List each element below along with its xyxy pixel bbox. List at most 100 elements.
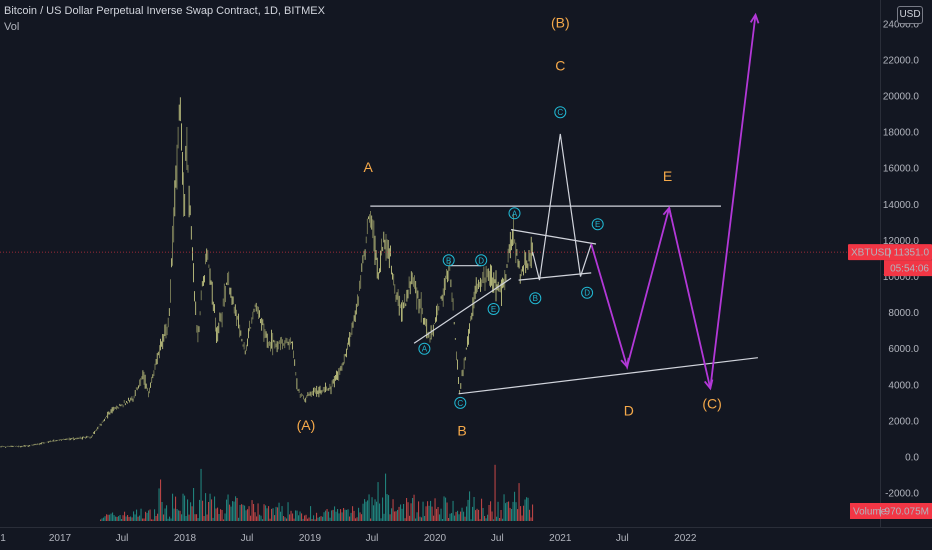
volume-bar — [130, 516, 132, 521]
volume-bar — [251, 500, 253, 521]
time-tick-label: Jul — [616, 533, 629, 544]
price-badge — [848, 244, 932, 261]
volume-bar — [497, 501, 499, 521]
price-tick-label: -2000.0 — [885, 489, 919, 500]
volume-bar — [152, 519, 154, 521]
volume-bar — [377, 482, 379, 521]
circled-wave-marker — [508, 207, 521, 220]
volume-bar — [389, 514, 391, 521]
circled-wave-marker — [554, 106, 567, 119]
volume-bar — [292, 513, 294, 521]
volume-bar — [208, 502, 210, 521]
price-tick-label: 14000.0 — [883, 200, 920, 211]
volume-bar — [365, 501, 367, 521]
volume-bar — [119, 515, 121, 521]
volume-bar — [442, 519, 444, 521]
volume-bar — [260, 515, 262, 521]
currency-button[interactable]: USD — [897, 6, 923, 24]
wave-label: (A) — [297, 417, 316, 433]
volume-bar — [131, 517, 133, 521]
volume-bar — [341, 512, 343, 521]
volume-bar — [268, 506, 270, 521]
volume-bar — [136, 509, 138, 521]
circled-wave-label: A — [512, 209, 518, 218]
time-tick-label: 2022 — [674, 533, 697, 544]
price-candles — [0, 97, 880, 448]
volume-bar — [128, 517, 130, 521]
arrowhead — [703, 379, 714, 391]
volume-bar — [241, 504, 243, 521]
volume-bar — [161, 502, 163, 521]
volume-bar — [326, 509, 328, 521]
volume-bar — [526, 497, 528, 521]
volume-bar — [358, 507, 360, 521]
volume-bar — [499, 518, 501, 521]
volume-bar — [391, 508, 393, 521]
volume-bar — [206, 514, 208, 521]
volume-bar — [245, 510, 247, 521]
volume-bar — [160, 479, 162, 521]
volume-bar — [272, 508, 274, 521]
volume-bar — [352, 506, 354, 521]
volume-bar — [376, 501, 378, 521]
volume-bar — [370, 518, 372, 521]
volume-bar — [482, 508, 484, 521]
volume-bar — [407, 502, 409, 521]
volume-bar — [478, 509, 480, 521]
circled-wave-label: C — [557, 108, 563, 117]
volume-bar — [133, 511, 135, 521]
volume-bar — [454, 515, 456, 521]
volume-bar — [511, 509, 513, 521]
arrowhead — [749, 12, 760, 24]
volume-bar — [523, 505, 525, 521]
volume-bar — [445, 497, 447, 521]
volume-bar — [532, 504, 534, 521]
volume-bar — [398, 506, 400, 521]
volume-bar — [430, 500, 432, 521]
volume-bar — [317, 517, 319, 521]
volume-bar — [308, 517, 310, 521]
volume-bar — [164, 508, 166, 521]
volume-bar — [311, 519, 313, 521]
price-tick-label: 4000.0 — [888, 380, 919, 391]
volume-bar — [185, 516, 187, 521]
volume-bar — [182, 493, 184, 521]
volume-bar — [197, 518, 199, 521]
volume-bar — [518, 483, 520, 521]
volume-bar — [524, 499, 526, 521]
volume-bar — [218, 514, 220, 521]
volume-bar — [139, 515, 141, 521]
volume-bar — [278, 502, 280, 521]
volume-bar — [287, 502, 289, 521]
volume-bar — [415, 518, 417, 521]
volume-bar — [349, 516, 351, 521]
volume-bar — [458, 514, 460, 521]
volume-bar — [463, 511, 465, 521]
volume-bar — [215, 508, 217, 521]
volume-bar — [388, 495, 390, 521]
price-tick-label: 12000.0 — [883, 236, 920, 247]
volume-bar — [199, 499, 201, 521]
price-tick-label: 20000.0 — [883, 92, 920, 103]
volume-bar — [224, 513, 226, 521]
volume-bar — [347, 509, 349, 521]
time-axis: 1 2017 Jul 2018 Jul 2019 Jul 2020 Jul 2021 Jul 2022 — [0, 527, 932, 544]
circled-wave-label: A — [422, 345, 428, 354]
volume-bar — [196, 514, 198, 521]
volume-bar — [118, 516, 120, 521]
volume-bar — [406, 498, 408, 521]
volume-bar — [101, 518, 103, 521]
volume-bar — [181, 514, 183, 521]
price-tick-label: 0.0 — [905, 453, 919, 464]
volume-bar — [146, 512, 148, 521]
volume-bar — [125, 516, 127, 521]
volume-bar — [166, 505, 168, 521]
volume-bar — [256, 516, 258, 521]
volume-bar — [421, 517, 423, 521]
volume-bar — [217, 507, 219, 521]
volume-bar — [479, 519, 481, 521]
volume-bar — [259, 514, 261, 521]
volume-bar — [110, 513, 112, 521]
